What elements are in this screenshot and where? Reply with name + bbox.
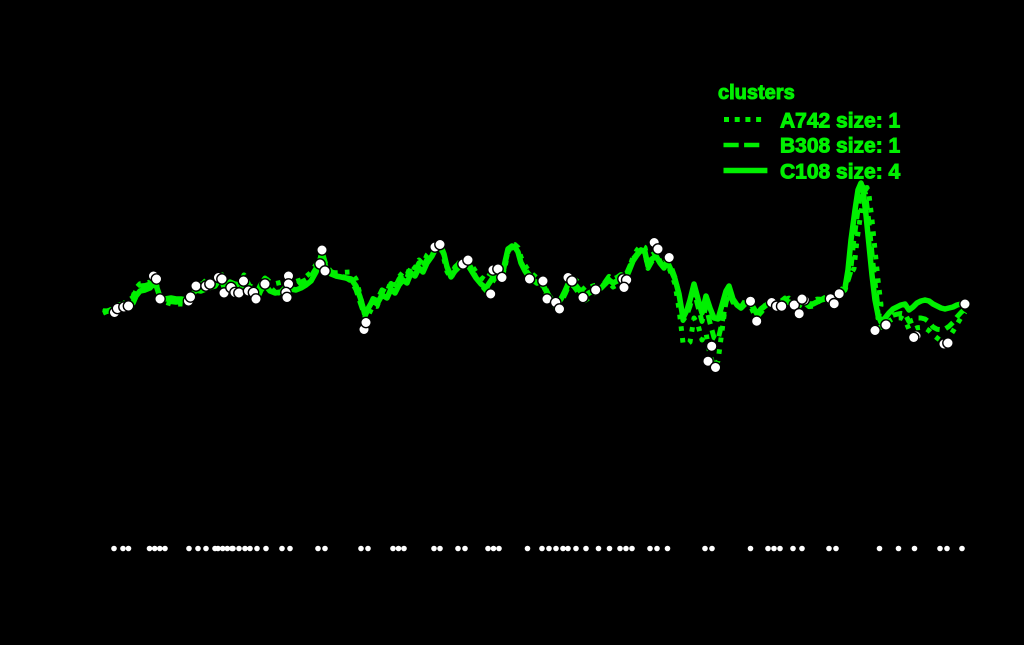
svg-text:C108 size: 4: C108 size: 4	[780, 161, 901, 184]
svg-text:A742 size: 1: A742 size: 1	[780, 110, 901, 133]
svg-text:B308 size: 1: B308 size: 1	[780, 135, 901, 158]
svg-text:clusters: clusters	[718, 82, 795, 104]
